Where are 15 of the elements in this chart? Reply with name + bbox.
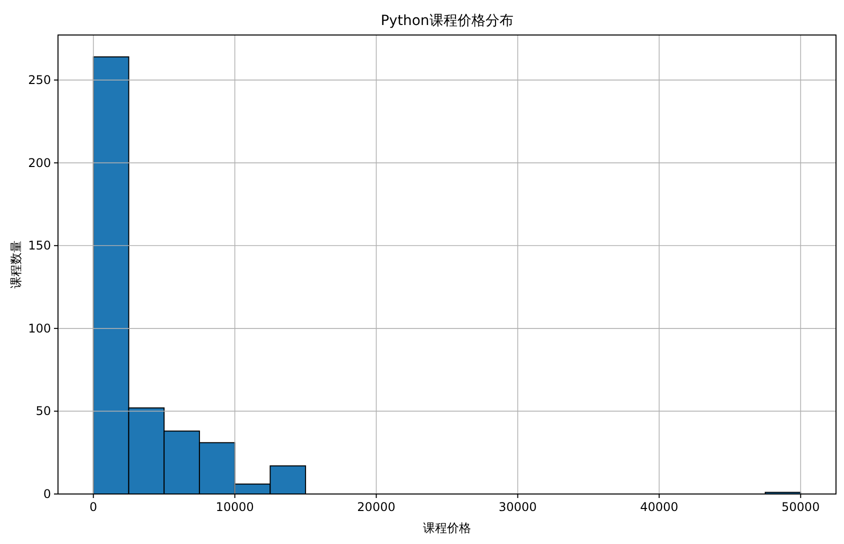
x-tick-label: 30000 — [498, 500, 537, 514]
x-tick-label: 40000 — [640, 500, 678, 514]
y-tick-label: 50 — [36, 404, 51, 418]
y-tick-label: 0 — [43, 487, 51, 501]
x-tick-label: 10000 — [216, 500, 254, 514]
x-tick-label: 0 — [90, 500, 98, 514]
x-tick-label: 50000 — [782, 500, 820, 514]
y-tick-label: 150 — [28, 238, 51, 253]
y-tick-label: 250 — [28, 73, 51, 88]
y-tick-label: 100 — [28, 321, 51, 336]
x-axis-title: 课程价格 — [423, 521, 471, 535]
x-tick-label: 20000 — [357, 500, 396, 514]
chart-title: Python课程价格分布 — [380, 13, 514, 29]
y-tick-label: 200 — [28, 156, 51, 170]
y-axis-title: 课程数量 — [9, 240, 23, 288]
